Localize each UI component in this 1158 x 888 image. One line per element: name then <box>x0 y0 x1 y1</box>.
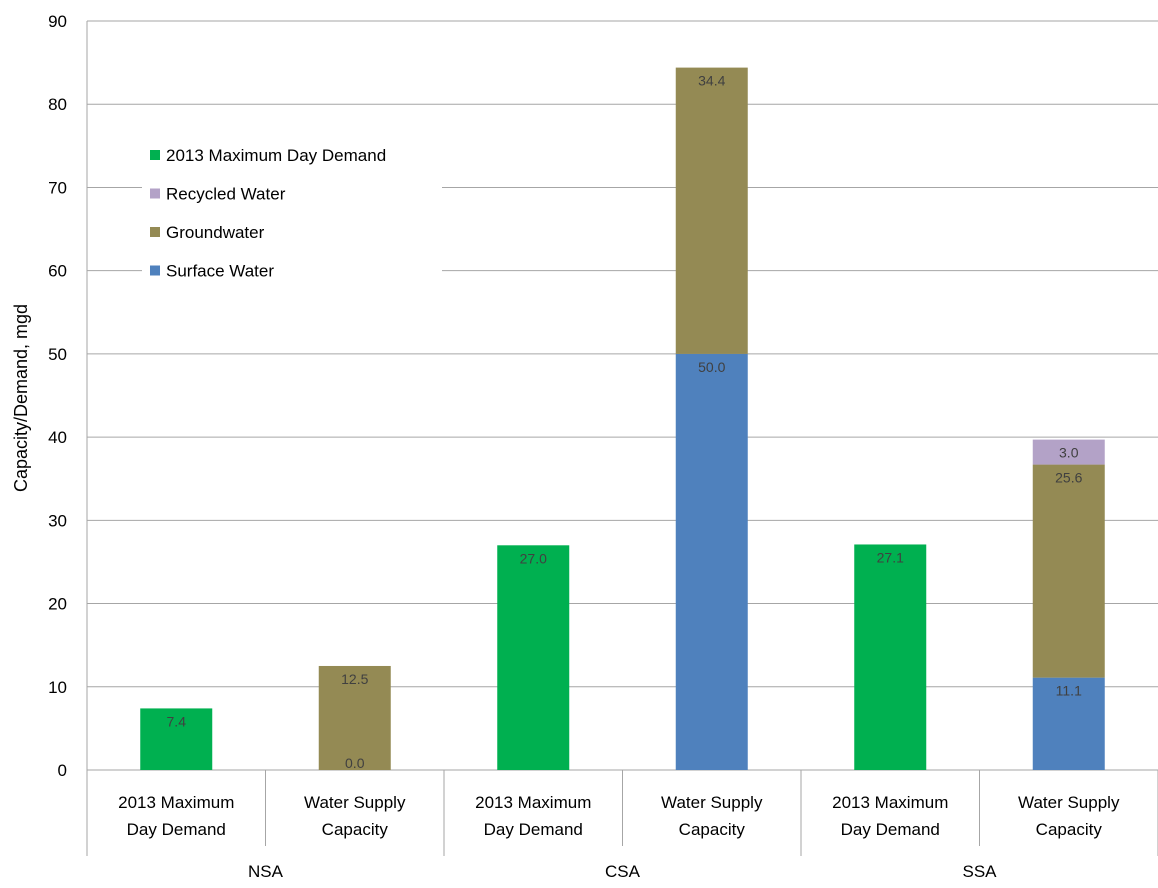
legend-swatch <box>150 150 160 160</box>
axes: 0 10 20 30 40 50 60 70 80 90 2013 Maximum Day Deman… <box>48 12 1158 881</box>
data-label: 27.1 <box>877 549 904 565</box>
x-category-label-line2: Day Demand <box>841 820 940 839</box>
x-category-label-line1: 2013 Maximum <box>118 793 234 812</box>
bars <box>140 67 1105 770</box>
y-tick-label: 30 <box>48 511 67 530</box>
bar-segment <box>1032 677 1105 770</box>
data-label: 25.6 <box>1055 470 1082 486</box>
y-tick-label: 0 <box>58 761 67 780</box>
y-axis-title: Capacity/Demand, mgd <box>11 304 31 492</box>
bar-segment <box>1032 464 1105 678</box>
y-tick-label: 70 <box>48 178 67 197</box>
data-label: 27.0 <box>520 550 547 566</box>
x-category-label-line2: Day Demand <box>127 820 226 839</box>
data-label: 34.4 <box>698 73 725 89</box>
gridlines <box>87 20 1158 688</box>
data-label: 11.1 <box>1056 683 1082 699</box>
data-label: 12.5 <box>341 671 368 687</box>
x-category-label-line1: 2013 Maximum <box>475 793 591 812</box>
y-tick-label: 90 <box>48 12 67 31</box>
data-label: 0.0 <box>345 755 365 771</box>
bar-segment <box>854 544 927 770</box>
y-tick-label: 80 <box>48 95 67 114</box>
legend-label: Surface Water <box>166 262 274 281</box>
y-tick-label: 40 <box>48 428 67 447</box>
legend-swatch <box>150 265 160 276</box>
x-category-label-line2: Day Demand <box>484 820 583 839</box>
x-category-label-line1: Water Supply <box>661 793 763 812</box>
legend-swatch <box>150 227 160 237</box>
y-tick-label: 10 <box>48 678 67 697</box>
bar-segment <box>140 708 213 770</box>
bar-segment <box>318 665 391 770</box>
bar-segment <box>675 67 748 354</box>
x-group-label: NSA <box>248 862 284 881</box>
legend-label: 2013 Maximum Day Demand <box>166 146 386 165</box>
x-group-label: CSA <box>605 862 641 881</box>
x-category-label-line1: 2013 Maximum <box>832 793 948 812</box>
data-labels: 7.4 0.0 12.5 27.0 50.0 34.4 27.1 11.1 25.6 3.0 <box>167 73 1083 771</box>
legend-background <box>142 136 442 286</box>
bar-segment <box>497 545 570 770</box>
x-category-label-line1: Water Supply <box>304 793 406 812</box>
bar-segment <box>1032 439 1105 465</box>
data-label: 50.0 <box>698 359 725 375</box>
data-label: 3.0 <box>1059 445 1079 461</box>
x-category-label-line2: Capacity <box>322 820 389 839</box>
x-group-label: SSA <box>962 862 997 881</box>
legend-label: Groundwater <box>166 223 265 242</box>
y-tick-label: 20 <box>48 595 67 614</box>
y-tick-label: 50 <box>48 345 67 364</box>
legend-swatch <box>150 188 160 199</box>
bar-segment <box>675 353 748 770</box>
x-category-label-line2: Capacity <box>1036 820 1103 839</box>
legend: 2013 Maximum Day Demand Recycled Water Gro… <box>142 136 442 286</box>
y-tick-label: 60 <box>48 262 67 281</box>
x-category-label-line1: Water Supply <box>1018 793 1120 812</box>
data-label: 7.4 <box>167 713 187 729</box>
legend-label: Recycled Water <box>166 185 286 204</box>
x-category-label-line2: Capacity <box>679 820 746 839</box>
